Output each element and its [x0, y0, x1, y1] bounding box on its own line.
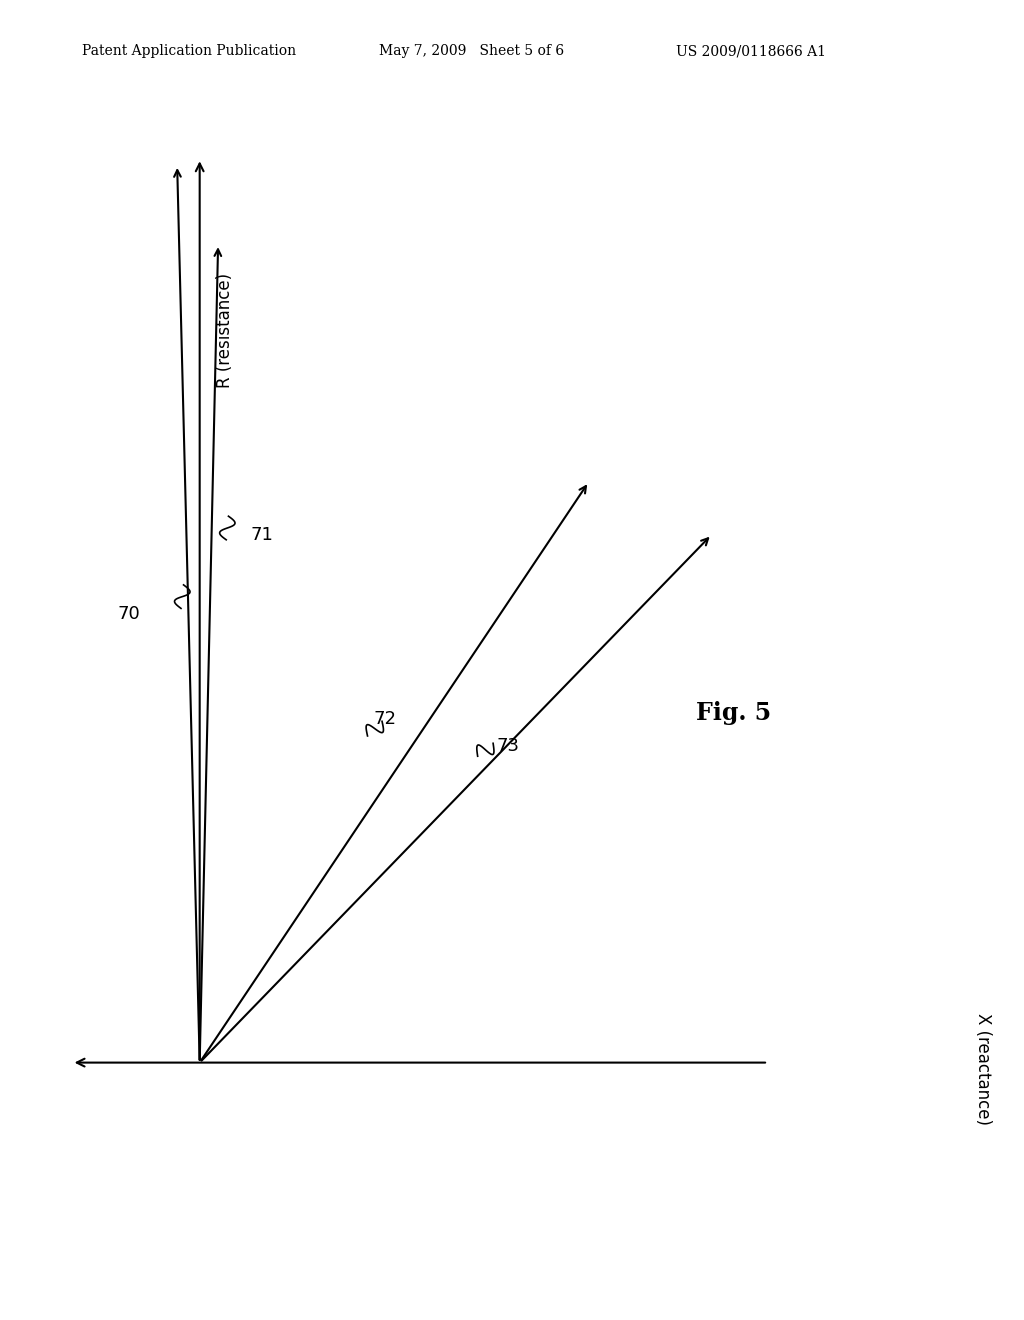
Text: 72: 72 [374, 710, 396, 729]
Text: US 2009/0118666 A1: US 2009/0118666 A1 [676, 45, 825, 58]
Text: 71: 71 [251, 525, 273, 544]
Text: Fig. 5: Fig. 5 [696, 701, 771, 725]
Text: R (resistance): R (resistance) [216, 272, 234, 388]
Text: X (reactance): X (reactance) [974, 1014, 992, 1125]
Text: May 7, 2009   Sheet 5 of 6: May 7, 2009 Sheet 5 of 6 [379, 45, 564, 58]
Text: 73: 73 [497, 737, 519, 755]
Text: Patent Application Publication: Patent Application Publication [82, 45, 296, 58]
Text: 70: 70 [118, 605, 140, 623]
